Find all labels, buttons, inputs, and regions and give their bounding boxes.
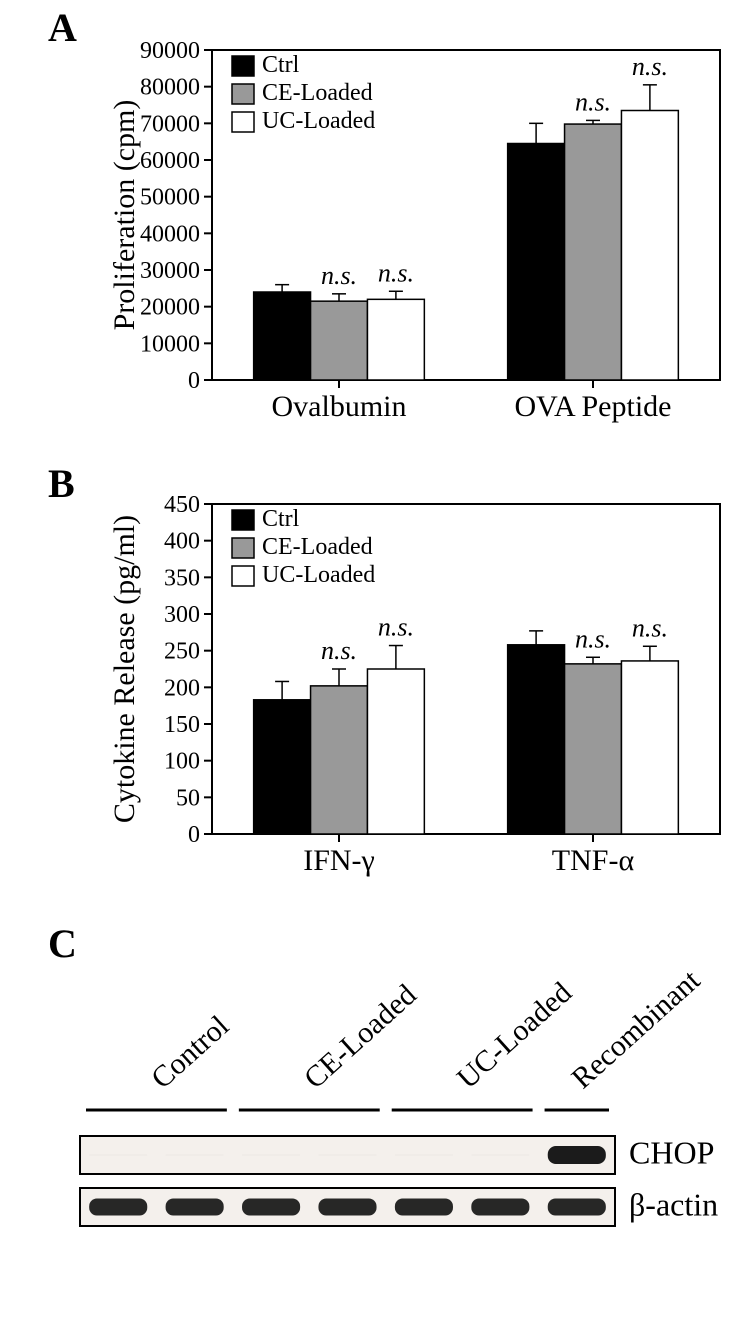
svg-text:Proliferation (cpm): Proliferation (cpm) xyxy=(108,100,141,331)
svg-text:250: 250 xyxy=(164,639,200,665)
svg-text:UC-Loaded: UC-Loaded xyxy=(262,108,375,134)
svg-text:CE-Loaded: CE-Loaded xyxy=(262,80,373,106)
svg-text:50: 50 xyxy=(176,785,200,811)
proliferation-chart: 0 10000 20000 30000 40000 50000 60000 70000 8000… xyxy=(100,20,730,440)
panel-a-label: A xyxy=(48,4,77,51)
svg-text:30000: 30000 xyxy=(140,258,200,284)
svg-text:OVA Peptide: OVA Peptide xyxy=(515,390,672,423)
svg-text:n.s.: n.s. xyxy=(575,624,611,653)
svg-text:0: 0 xyxy=(188,822,200,848)
svg-text:n.s.: n.s. xyxy=(632,613,668,642)
svg-text:Recombinant: Recombinant xyxy=(565,963,706,1095)
svg-text:40000: 40000 xyxy=(140,221,200,247)
svg-text:0: 0 xyxy=(188,368,200,394)
svg-text:n.s.: n.s. xyxy=(378,258,414,287)
svg-text:70000: 70000 xyxy=(140,111,200,137)
svg-text:n.s.: n.s. xyxy=(632,52,668,81)
svg-text:20000: 20000 xyxy=(140,295,200,321)
cytokine-chart: 0 50 100 150 200 250 300 350 400 450 Cytokine Rele… xyxy=(100,474,730,894)
svg-text:60000: 60000 xyxy=(140,148,200,174)
svg-text:n.s.: n.s. xyxy=(575,87,611,116)
svg-text:Control: Control xyxy=(145,1009,235,1095)
svg-text:CE-Loaded: CE-Loaded xyxy=(298,978,423,1095)
svg-text:90000: 90000 xyxy=(140,38,200,64)
svg-text:IFN-γ: IFN-γ xyxy=(303,844,375,877)
svg-text:200: 200 xyxy=(164,675,200,701)
svg-text:β-actin: β-actin xyxy=(629,1186,718,1222)
svg-text:450: 450 xyxy=(164,492,200,518)
svg-text:100: 100 xyxy=(164,749,200,775)
panel-b-label: B xyxy=(48,460,75,507)
svg-text:300: 300 xyxy=(164,602,200,628)
svg-text:CE-Loaded: CE-Loaded xyxy=(262,534,373,560)
svg-text:CHOP: CHOP xyxy=(629,1134,714,1170)
svg-text:Ovalbumin: Ovalbumin xyxy=(272,390,407,423)
svg-text:UC-Loaded: UC-Loaded xyxy=(262,562,375,588)
svg-text:TNF-α: TNF-α xyxy=(552,844,635,877)
western-blot: Control CE-LoadedUC-LoadedRecombinant CHOP… xyxy=(70,930,730,1320)
svg-text:n.s.: n.s. xyxy=(378,613,414,642)
svg-text:n.s.: n.s. xyxy=(321,636,357,665)
svg-text:UC-Loaded: UC-Loaded xyxy=(451,976,578,1095)
svg-text:350: 350 xyxy=(164,565,200,591)
svg-text:400: 400 xyxy=(164,529,200,555)
svg-text:10000: 10000 xyxy=(140,331,200,357)
svg-text:50000: 50000 xyxy=(140,185,200,211)
svg-text:150: 150 xyxy=(164,712,200,738)
svg-text:Cytokine Release (pg/ml): Cytokine Release (pg/ml) xyxy=(108,515,141,823)
svg-text:Ctrl: Ctrl xyxy=(262,506,300,532)
svg-text:n.s.: n.s. xyxy=(321,261,357,290)
svg-text:Ctrl: Ctrl xyxy=(262,52,300,78)
svg-text:80000: 80000 xyxy=(140,75,200,101)
